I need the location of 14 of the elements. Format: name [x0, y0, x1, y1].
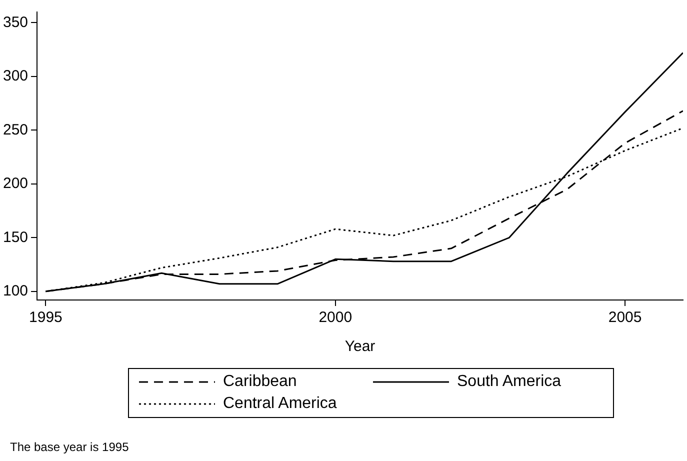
legend-label: Central America — [223, 395, 337, 413]
y-tick-label: 100 — [2, 282, 28, 300]
x-tick-label: 2005 — [608, 309, 642, 326]
y-tick-label: 200 — [2, 175, 28, 192]
legend-label: Caribbean — [223, 373, 297, 391]
y-tick-label: 250 — [2, 121, 28, 138]
y-tick-label: 350 — [2, 14, 28, 31]
y-tick-label: 150 — [2, 228, 28, 246]
x-tick-label: 1995 — [29, 309, 62, 326]
text: The base year is 1995 — [10, 440, 129, 454]
x-axis-title: Year — [344, 338, 376, 356]
legend-label: South America — [457, 373, 562, 391]
y-tick-label: 300 — [2, 68, 28, 85]
x-tick-label: 2000 — [318, 309, 352, 326]
